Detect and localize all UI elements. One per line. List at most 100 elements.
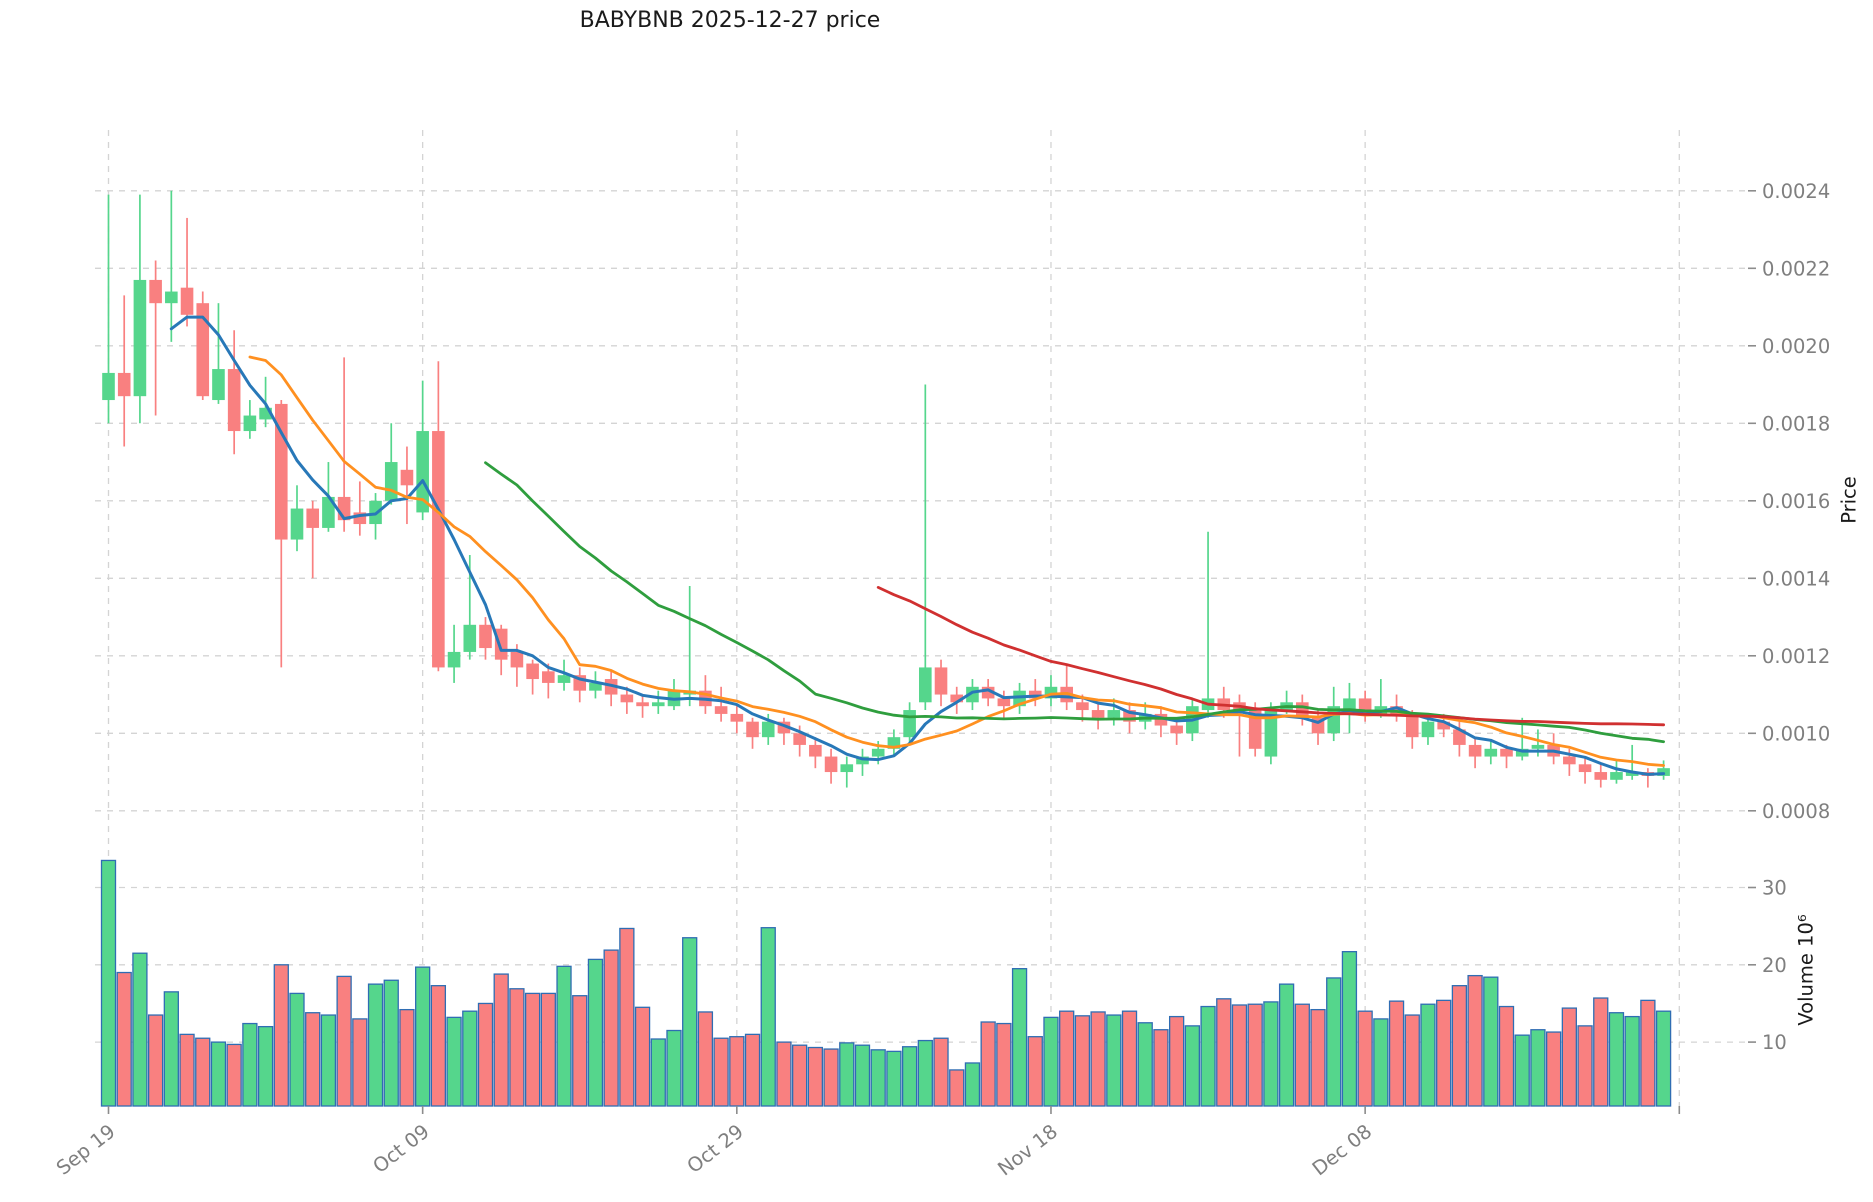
volume-bar [367,983,384,1107]
candle-body [353,512,367,525]
candle-body [950,694,964,703]
candle-body [856,756,869,765]
volume-bar [1404,1014,1420,1107]
price-tick-label: 0.0024 [1762,180,1830,203]
candle-body [165,291,178,304]
volume-bar [1043,1016,1059,1107]
volume-bar [1357,1010,1373,1107]
volume-bar [823,1048,839,1107]
candle-body [981,686,995,699]
price-tick-label: 0.0008 [1762,800,1830,823]
candle-body [1044,686,1058,699]
candle-body [1421,721,1435,738]
candle-body [290,508,304,540]
candle-body [1515,748,1529,757]
volume-bar [1514,1034,1530,1107]
volume-tick-label: 20 [1762,954,1787,977]
volume-bar [949,1069,965,1107]
volume-bar [383,979,399,1107]
volume-bar [996,1022,1012,1107]
volume-bar [1153,1029,1169,1107]
candle-body [180,287,194,315]
volume-bar [320,1014,337,1107]
volume-bar [352,1018,368,1107]
candle-body [1500,748,1513,757]
candle-body [1484,748,1498,757]
price-tick-label: 0.0018 [1762,412,1830,435]
candle-body [243,415,257,432]
volume-bar [1608,1012,1625,1107]
candle-body [416,431,429,513]
candle-body [1437,721,1450,730]
volume-bar [226,1043,242,1107]
candle-body [322,496,335,528]
candle-body [479,624,492,649]
candle-body [809,744,822,757]
volume-bar [650,1038,666,1107]
volume-bar [901,1046,918,1107]
axis-tick-marks [107,190,1756,1114]
candle-body [384,462,398,501]
volume-bar [1278,983,1295,1107]
candle-body [714,706,728,714]
candle-body [730,713,744,722]
volume-bar [1561,1007,1577,1107]
candle-body [903,710,916,738]
volume-tick-label: 10 [1762,1031,1787,1054]
volume-bar [697,1011,714,1107]
price-tick-label: 0.0012 [1762,645,1830,668]
volume-bar [1263,1001,1279,1107]
candle-body [840,764,854,773]
volume-bar [210,1041,227,1107]
price-tick-label: 0.0020 [1762,335,1830,358]
candle-body [1154,713,1168,726]
volume-bar [1216,998,1232,1107]
volume-bar [807,1046,824,1107]
volume-bar [1624,1015,1640,1107]
candlesticks [102,190,1670,788]
moving-average-line-mav5 [169,315,1666,776]
candle-body [589,682,602,691]
volume-bar [1121,1010,1138,1107]
volume-bar [1294,1003,1310,1107]
candle-body [1405,713,1419,738]
candle-body [746,721,759,738]
volume-bar [1388,1000,1405,1107]
volume-bar [1106,1014,1122,1107]
volume-bar [100,859,117,1107]
candle-body [557,675,571,683]
volume-bar [1326,977,1342,1107]
volume-bar [964,1062,981,1107]
volume-bar [477,1002,494,1107]
candle-body [777,721,791,734]
candle-body [1123,710,1136,722]
volume-bar [289,992,305,1107]
volume-bar [886,1050,902,1107]
candle-body [1107,710,1121,718]
candle-body [542,671,555,683]
volume-bar [257,1025,274,1107]
volume-bar [242,1022,258,1107]
volume-bar [273,964,289,1107]
candle-body [1594,772,1608,780]
volume-bar [1200,1005,1216,1107]
candle-body [510,651,524,668]
volume-bar [760,927,776,1107]
candle-body [761,721,775,738]
candle-body [651,702,665,707]
volume-bar [1184,1025,1201,1107]
volume-bar [917,1039,933,1107]
candle-body [212,369,225,401]
volume-bar [1011,968,1028,1107]
candle-body [149,279,162,304]
volume-axis-label: Volume 10⁶ [1794,914,1818,1026]
volume-bar [1655,1010,1672,1107]
volume-bar [1577,1025,1593,1107]
date-tick-label: Dec 08 [1308,1120,1376,1180]
price-tick-label: 0.0010 [1762,722,1830,745]
volume-bar [1467,974,1483,1107]
volume-bar [792,1044,808,1107]
volume-bar [839,1042,855,1107]
candle-body [400,469,414,486]
